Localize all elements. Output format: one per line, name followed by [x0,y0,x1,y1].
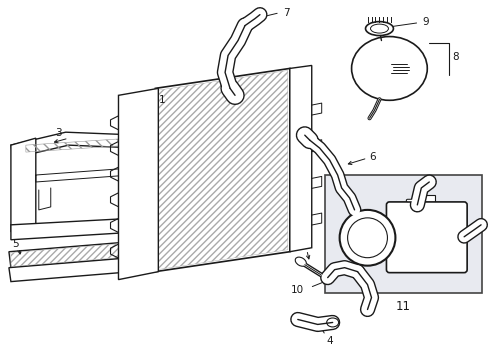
Text: 2: 2 [303,241,309,251]
Ellipse shape [365,22,393,36]
Polygon shape [11,218,140,240]
Ellipse shape [370,24,387,33]
Ellipse shape [295,257,305,266]
Text: 7: 7 [282,8,289,18]
Polygon shape [118,88,158,280]
Bar [416,195,434,205]
Bar [324,175,481,293]
Text: 4: 4 [325,336,332,346]
Ellipse shape [351,37,427,100]
Text: 13: 13 [325,200,339,210]
Polygon shape [155,68,289,272]
Polygon shape [11,132,140,158]
Polygon shape [9,242,132,268]
Polygon shape [11,138,36,232]
Text: 5: 5 [13,239,19,249]
Text: 11: 11 [395,300,410,313]
Text: 12: 12 [450,195,464,205]
Polygon shape [289,66,311,252]
Text: 1: 1 [158,95,164,105]
Text: 9: 9 [422,17,428,27]
Text: 10: 10 [291,284,304,294]
Text: 3: 3 [55,128,62,138]
FancyBboxPatch shape [386,202,466,273]
Text: 14: 14 [451,203,465,213]
Polygon shape [9,258,132,282]
Text: 6: 6 [369,152,375,162]
Ellipse shape [326,318,338,327]
Text: 8: 8 [451,53,458,63]
Circle shape [339,210,395,266]
Circle shape [347,218,386,258]
